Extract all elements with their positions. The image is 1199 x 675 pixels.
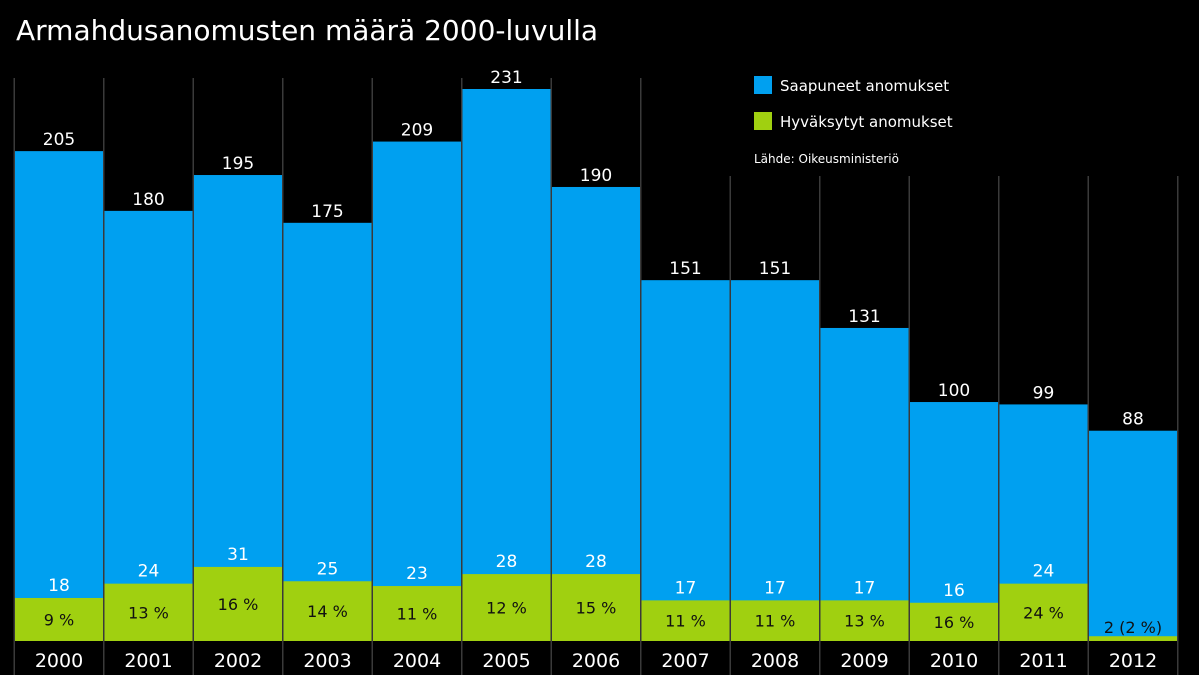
label-saapuneet-2011: 99 <box>1033 383 1055 403</box>
label-saapuneet-2006: 190 <box>580 166 612 186</box>
bar-hyvaksytyt-2011 <box>999 583 1088 641</box>
source-label: Lähde: Oikeusministeriö <box>754 152 899 166</box>
grid-lines <box>13 78 1179 675</box>
bar-saapuneet-2010 <box>910 402 998 641</box>
x-tick-2009: 2009 <box>840 650 888 672</box>
label-hyvaksytyt-2010: 16 <box>943 581 965 601</box>
x-tick-2007: 2007 <box>661 650 709 672</box>
x-tick-2008: 2008 <box>751 650 799 672</box>
label-hyvaksytyt-2001: 24 <box>138 562 160 582</box>
legend-swatch-hyvaksytyt <box>754 112 772 130</box>
label-hyvaksytyt-2004: 23 <box>406 564 428 584</box>
label-percent-2006: 15 % <box>576 599 617 618</box>
label-percent-2001: 13 % <box>128 603 169 622</box>
label-percent-2011: 24 % <box>1023 603 1064 622</box>
label-percent-2004: 11 % <box>397 605 438 624</box>
bars: 205 18 9 % 180 24 13 % 195 31 16 % 175 25 14 % 209 23… <box>15 68 1177 642</box>
bar-hyvaksytyt-2009 <box>820 600 909 641</box>
label-saapuneet-2005: 231 <box>490 68 522 88</box>
x-tick-2004: 2004 <box>393 650 441 672</box>
bar-hyvaksytyt-2008 <box>731 600 819 641</box>
bar-saapuneet-2005 <box>462 89 551 641</box>
label-hyvaksytyt-2005: 28 <box>496 552 518 572</box>
bar-saapuneet-2007 <box>641 280 730 641</box>
bar-hyvaksytyt-2005 <box>462 574 551 641</box>
label-hyvaksytyt-2007: 17 <box>675 578 697 598</box>
bar-hyvaksytyt-2010 <box>910 602 998 641</box>
label-saapuneet-2002: 195 <box>222 154 254 174</box>
bar-hyvaksytyt-2003 <box>283 581 372 641</box>
bar-saapuneet-2009 <box>820 327 909 641</box>
label-saapuneet-2000: 205 <box>43 130 75 150</box>
label-hyvaksytyt-2006: 28 <box>585 552 607 572</box>
label-percent-2007: 11 % <box>665 612 706 631</box>
bar-saapuneet-2004 <box>373 141 461 642</box>
label-percent-2000: 9 % <box>44 610 74 629</box>
label-hyvaksytyt-2002: 31 <box>227 545 249 565</box>
label-saapuneet-2001: 180 <box>132 190 164 210</box>
bar-hyvaksytyt-2002 <box>194 566 282 641</box>
bar-saapuneet-2000 <box>15 151 103 641</box>
bar-saapuneet-2001 <box>104 210 193 642</box>
bar-hyvaksytyt-2000 <box>15 597 103 641</box>
x-axis-ticks: 2000 2001 2002 2003 2004 2005 2006 2007 2008 2009… <box>35 650 1157 672</box>
bar-saapuneet-2006 <box>552 186 640 641</box>
bar-hyvaksytyt-2001 <box>104 583 193 641</box>
legend-swatch-saapuneet <box>754 76 772 94</box>
chart-title: Armahdusanomusten määrä 2000-luvulla <box>16 14 598 47</box>
label-hyvaksytyt-2003: 25 <box>317 559 339 579</box>
bar-saapuneet-2003 <box>283 222 372 641</box>
label-saapuneet-2004: 209 <box>401 121 433 141</box>
x-tick-2002: 2002 <box>214 650 262 672</box>
label-hyvaksytyt-2008: 17 <box>764 578 786 598</box>
label-hyvaksytyt-2009: 17 <box>854 578 876 598</box>
label-percent-2012: 2 (2 %) <box>1104 618 1162 637</box>
label-hyvaksytyt-2000: 18 <box>48 576 70 596</box>
bar-hyvaksytyt-2004 <box>373 586 461 641</box>
x-tick-2001: 2001 <box>124 650 172 672</box>
label-percent-2002: 16 % <box>218 595 259 614</box>
x-tick-2005: 2005 <box>482 650 530 672</box>
bar-saapuneet-2008 <box>731 280 819 641</box>
label-saapuneet-2009: 131 <box>848 307 880 327</box>
x-tick-2000: 2000 <box>35 650 83 672</box>
label-saapuneet-2010: 100 <box>938 381 970 401</box>
label-percent-2010: 16 % <box>934 613 975 632</box>
bar-saapuneet-2012 <box>1089 430 1177 641</box>
label-percent-2009: 13 % <box>844 612 885 631</box>
x-tick-2010: 2010 <box>930 650 978 672</box>
label-percent-2003: 14 % <box>307 602 348 621</box>
bar-hyvaksytyt-2007 <box>641 600 730 641</box>
legend-label-hyvaksytyt: Hyväksytyt anomukset <box>780 113 953 131</box>
label-percent-2005: 12 % <box>486 599 527 618</box>
legend: Saapuneet anomukset Hyväksytyt anomukset… <box>754 76 953 166</box>
x-tick-2011: 2011 <box>1019 650 1067 672</box>
label-saapuneet-2012: 88 <box>1122 410 1144 430</box>
label-saapuneet-2003: 175 <box>311 202 343 222</box>
label-saapuneet-2007: 151 <box>669 259 701 279</box>
bar-saapuneet-2002 <box>194 175 282 641</box>
legend-label-saapuneet: Saapuneet anomukset <box>780 77 949 95</box>
label-percent-2008: 11 % <box>755 612 796 631</box>
x-tick-2006: 2006 <box>572 650 620 672</box>
label-saapuneet-2008: 151 <box>759 259 791 279</box>
bar-hyvaksytyt-2012 <box>1089 636 1177 641</box>
label-hyvaksytyt-2011: 24 <box>1033 562 1055 582</box>
x-tick-2012: 2012 <box>1109 650 1157 672</box>
x-tick-2003: 2003 <box>303 650 351 672</box>
bar-hyvaksytyt-2006 <box>552 574 640 641</box>
